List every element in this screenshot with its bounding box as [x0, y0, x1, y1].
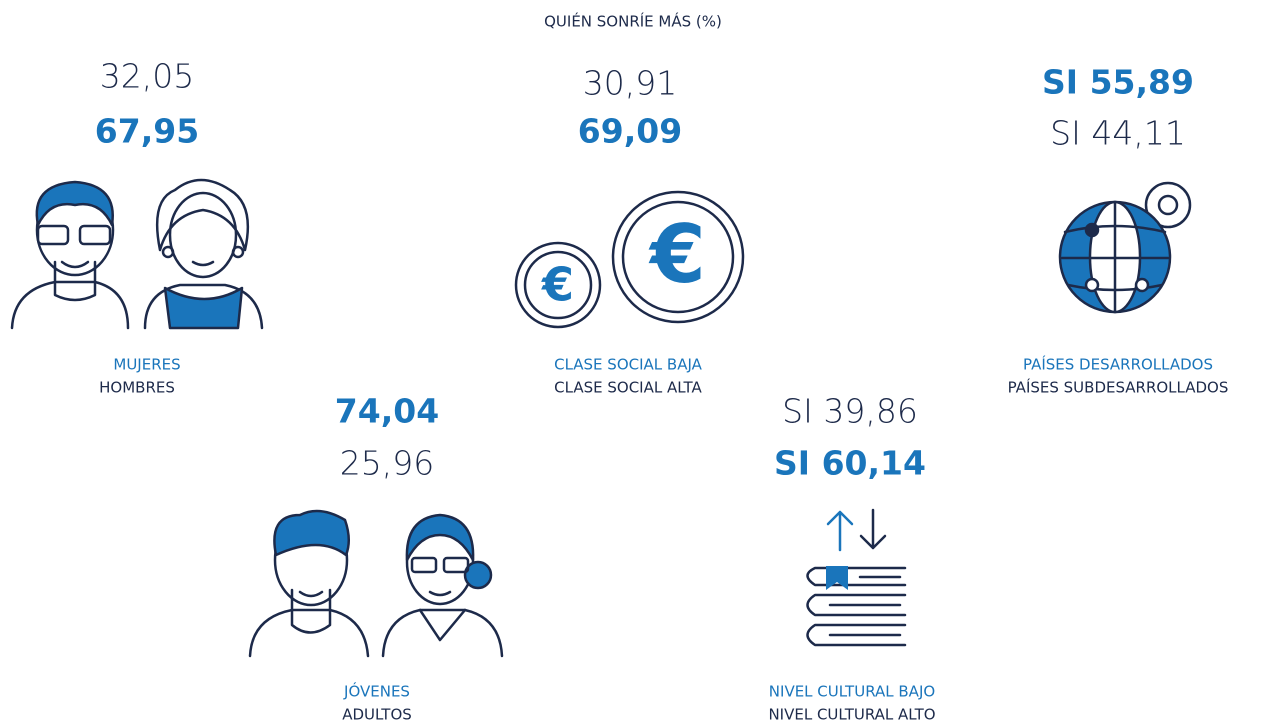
value: 30,91	[583, 64, 677, 103]
value: 25,96	[340, 444, 434, 483]
coins-icon: € €	[514, 190, 745, 329]
value: 74,04	[335, 392, 439, 431]
value: SI 39,86	[782, 392, 918, 431]
label: NIVEL CULTURAL BAJO	[769, 683, 935, 701]
label: HOMBRES	[99, 379, 175, 397]
books-icon	[806, 508, 907, 647]
svg-text:€: €	[648, 208, 706, 301]
value: 69,09	[578, 112, 682, 151]
people-icon	[10, 178, 264, 330]
label: CLASE SOCIAL ALTA	[554, 379, 702, 397]
value: SI 44,11	[1050, 114, 1186, 153]
label: NIVEL CULTURAL ALTO	[768, 706, 935, 724]
globe-icon	[1058, 181, 1192, 314]
svg-text:€: €	[541, 258, 574, 312]
people-icon	[248, 509, 504, 658]
label: PAÍSES SUBDESARROLLADOS	[1008, 378, 1229, 397]
label: CLASE SOCIAL BAJA	[554, 356, 703, 374]
label: JÓVENES	[343, 682, 410, 701]
value: SI 60,14	[774, 444, 926, 483]
label: ADULTOS	[342, 706, 412, 724]
value: 32,05	[100, 57, 194, 96]
label: MUJERES	[113, 356, 180, 374]
label: PAÍSES DESARROLLADOS	[1023, 355, 1213, 374]
title: QUIÉN SONRÍE MÁS (%)	[544, 12, 722, 31]
value: 67,95	[95, 112, 199, 151]
value: SI 55,89	[1042, 63, 1194, 102]
